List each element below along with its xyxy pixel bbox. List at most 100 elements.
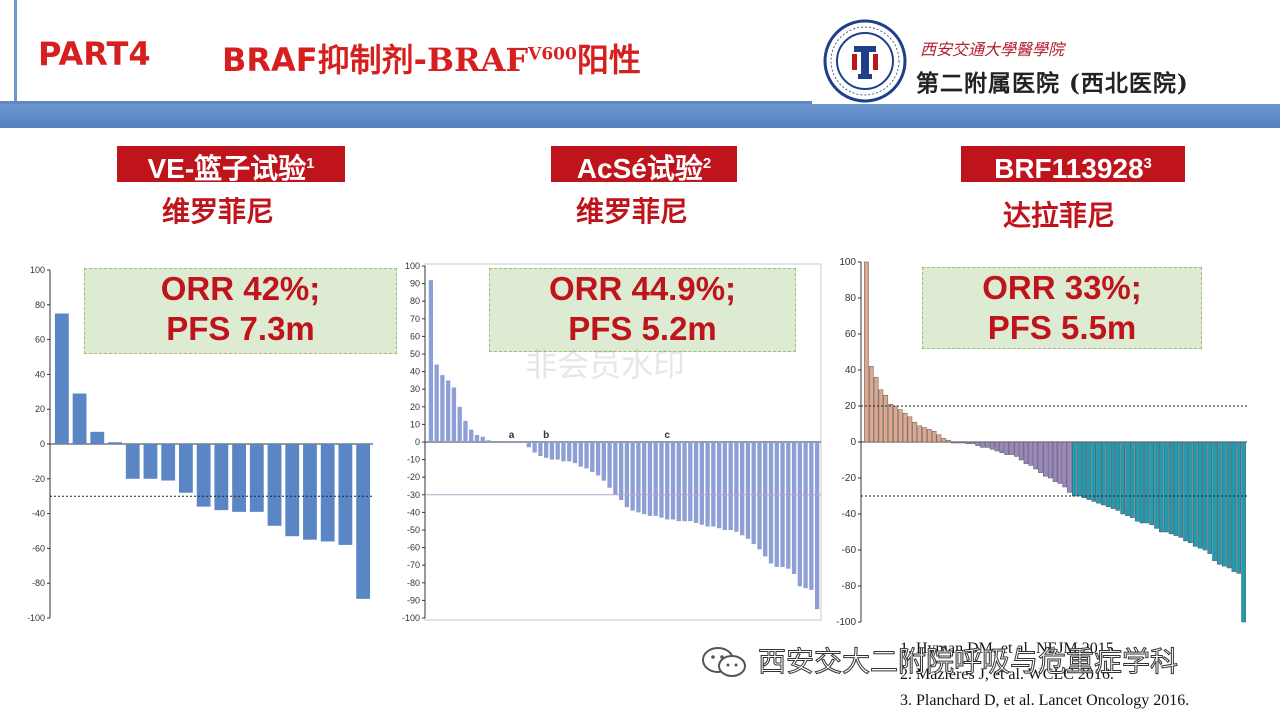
bar (267, 444, 282, 526)
y-tick-label: 100 (30, 265, 45, 275)
bar (249, 444, 264, 512)
bar (989, 441, 995, 450)
bar (873, 376, 879, 443)
bar (54, 313, 69, 444)
header-accent-rule (14, 0, 17, 104)
bar (1105, 441, 1111, 508)
wechat-icon (702, 647, 746, 677)
bar (970, 441, 976, 445)
bar (897, 409, 903, 443)
bar (791, 442, 797, 574)
bar (1178, 441, 1184, 538)
bar (893, 405, 898, 443)
y-tick-label: 90 (410, 279, 420, 289)
y-tick-label: 30 (410, 384, 420, 394)
bar (960, 441, 966, 444)
bar (232, 444, 246, 512)
y-tick-label: -80 (407, 578, 420, 588)
bar-annotation: a (509, 430, 515, 441)
bar (1231, 441, 1237, 572)
bar (1009, 441, 1014, 455)
y-tick-label: 60 (35, 335, 45, 345)
orr-value-2: ORR 44.9%; (548, 270, 737, 307)
bar (446, 380, 451, 442)
bar (999, 441, 1005, 454)
bar (1144, 441, 1150, 524)
bar (480, 436, 485, 442)
y-tick-label: 20 (410, 402, 420, 412)
bar (688, 442, 693, 522)
bar (955, 441, 961, 444)
y-tick-label: -70 (407, 560, 420, 570)
bar (1183, 441, 1188, 542)
bar (994, 441, 1000, 452)
bar (1081, 441, 1087, 499)
bar (864, 261, 869, 443)
bar (196, 444, 211, 507)
y-tick-label: -100 (402, 613, 420, 623)
bar (931, 430, 937, 443)
bar (768, 442, 774, 564)
header-blue-bar (0, 104, 1280, 128)
reference-1: 1. Hyman DM, et al. NEJM 2015. (900, 640, 1118, 657)
bar (125, 444, 140, 479)
title-tail: 阳性 (576, 41, 641, 79)
pfs-value-3: PFS 5.5m (987, 309, 1137, 346)
bar (917, 425, 922, 443)
bar-annotation: c (664, 430, 670, 441)
header-underline (0, 101, 812, 105)
bar (338, 444, 353, 545)
y-tick-label: -20 (842, 473, 857, 484)
bar (561, 442, 566, 462)
bar (716, 442, 722, 529)
bar (740, 442, 745, 536)
bar (1057, 441, 1063, 484)
bar (549, 442, 555, 460)
y-tick-label: -20 (407, 472, 420, 482)
bar (699, 442, 704, 525)
bar (745, 442, 751, 539)
bar (285, 444, 300, 537)
bar (90, 431, 105, 444)
y-tick-label: 20 (35, 404, 45, 414)
y-tick-label: 40 (410, 367, 420, 377)
y-tick-label: 100 (839, 257, 856, 268)
bar (965, 441, 971, 445)
bar (1091, 441, 1096, 502)
bar (946, 439, 951, 443)
bar (1018, 441, 1024, 461)
bar (814, 442, 820, 610)
trial-ref-3: 3 (1143, 155, 1152, 172)
bar (912, 421, 918, 443)
bar (1086, 441, 1092, 500)
bar (902, 412, 908, 443)
bar (786, 442, 791, 569)
bar (803, 442, 808, 589)
bar (636, 442, 641, 513)
bar (926, 429, 932, 443)
pfs-value-1: PFS 7.3m (166, 310, 315, 347)
trial-ref-2: 2 (702, 155, 712, 172)
drug-name-3: 达拉菲尼 (1003, 199, 1116, 232)
orr-box-2: ORR 44.9%; PFS 5.2m (489, 268, 796, 352)
waterfall-chart-3: 100 80 60 40 20 0 -20 -40 -60 -80 -100 (836, 257, 1247, 628)
y-tick-label: 60 (845, 329, 857, 340)
bar (567, 442, 572, 462)
bar (440, 375, 445, 442)
bar (780, 442, 785, 567)
y-tick-label: 0 (850, 437, 856, 448)
bar (526, 442, 532, 448)
bar (980, 441, 985, 448)
bar (1236, 441, 1242, 574)
bar (492, 442, 497, 443)
bar (1028, 441, 1034, 466)
bar (179, 444, 193, 493)
bar (751, 442, 756, 545)
y-tick-label: -30 (407, 490, 420, 500)
university-seal-icon (822, 18, 908, 104)
hospital-name: 第二附属医院 (西北医院) (916, 70, 1189, 97)
bar (1101, 441, 1106, 506)
bar (693, 442, 699, 523)
orr-value-3: ORR 33%; (982, 269, 1142, 306)
bar (520, 442, 526, 443)
